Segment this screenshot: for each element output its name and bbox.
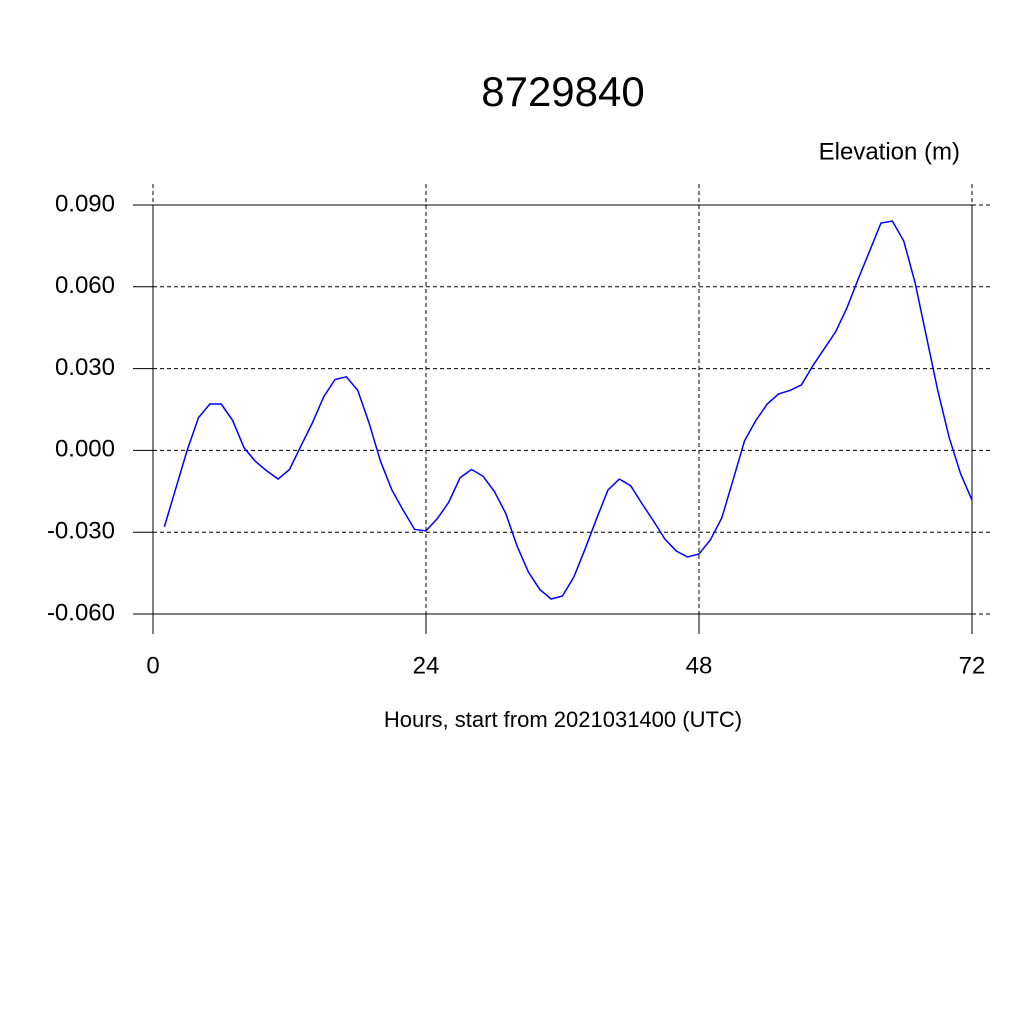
- y-tick-label: 0.060: [55, 272, 115, 299]
- x-tick-label: 72: [959, 652, 986, 679]
- y-tick-label: 0.000: [55, 436, 115, 463]
- x-tick-label: 24: [413, 652, 440, 679]
- x-tick-label: 0: [146, 652, 159, 679]
- y-tick-label: 0.090: [55, 190, 115, 217]
- y-tick-label: -0.060: [47, 599, 115, 626]
- y-tick-label: -0.030: [47, 518, 115, 545]
- y-tick-label: 0.030: [55, 354, 115, 381]
- x-axis-label: Hours, start from 2021031400 (UTC): [384, 707, 742, 732]
- x-tick-label: 48: [686, 652, 713, 679]
- chart-title: 8729840: [481, 68, 645, 115]
- plot-frame: [152, 204, 973, 615]
- data-line: [163, 220, 973, 600]
- chart-subtitle: Elevation (m): [819, 138, 960, 165]
